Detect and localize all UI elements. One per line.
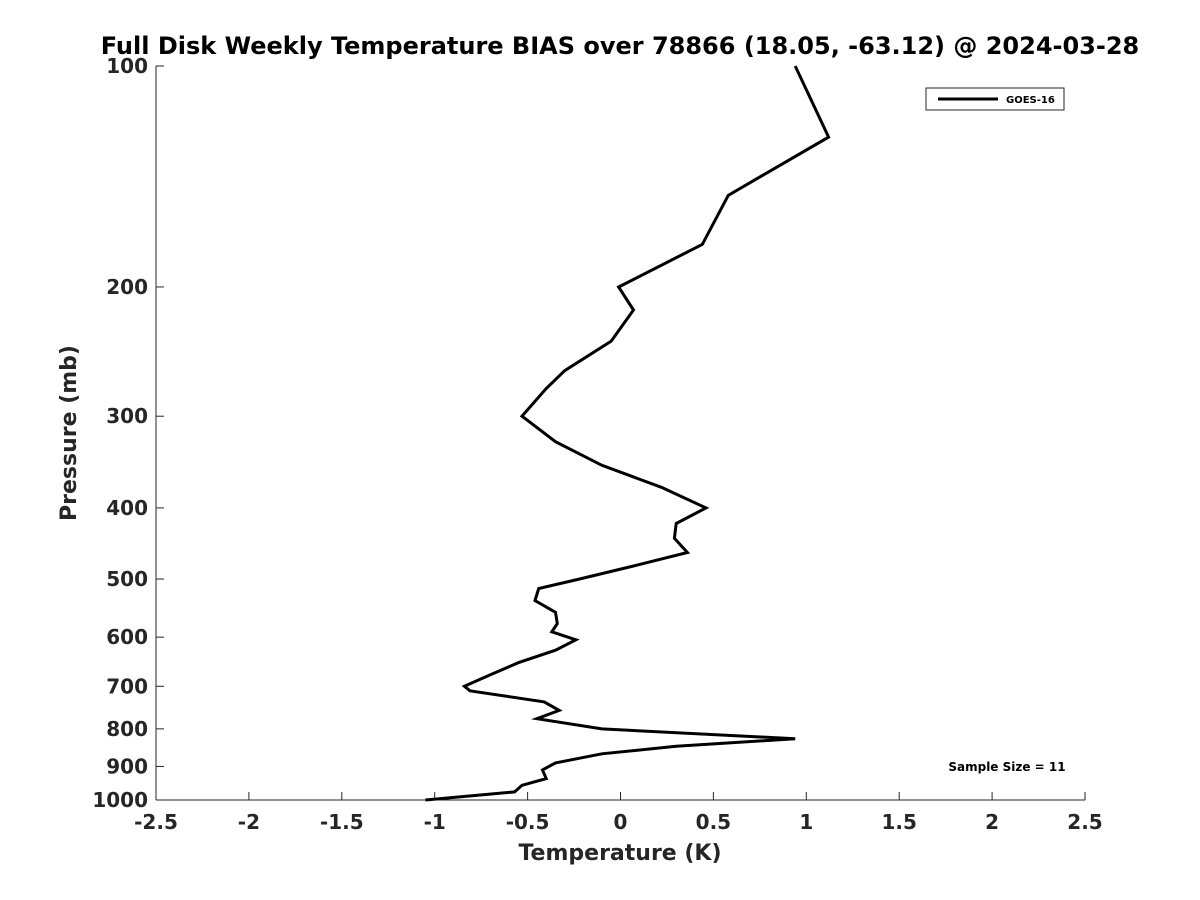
y-tick-label: 200 <box>106 275 148 299</box>
x-axis-label: Temperature (K) <box>518 841 721 866</box>
chart-title: Full Disk Weekly Temperature BIAS over 7… <box>101 32 1140 60</box>
x-tick-label: -0.5 <box>506 810 550 834</box>
y-tick-label: 100 <box>106 54 148 78</box>
x-tick-label: -1 <box>424 810 446 834</box>
x-tick-label: 2.5 <box>1067 810 1102 834</box>
legend-label: GOES-16 <box>1006 95 1055 106</box>
x-tick-label: -1.5 <box>320 810 364 834</box>
x-tick-label: 1.5 <box>881 810 916 834</box>
y-tick-label: 700 <box>106 674 148 698</box>
plot-axes <box>155 66 1085 801</box>
series-line-goes-16 <box>425 65 831 802</box>
y-tick-label: 900 <box>106 754 148 778</box>
x-tick-label: -2 <box>238 810 260 834</box>
y-axis-label: Pressure (mb) <box>57 345 82 521</box>
y-tick-label: 300 <box>106 404 148 428</box>
y-tick-label: 400 <box>106 496 148 520</box>
y-tick-label: 1000 <box>92 788 148 812</box>
x-tick-label: 1 <box>799 810 813 834</box>
series-layer <box>425 65 831 802</box>
y-tick-label: 800 <box>106 717 148 741</box>
x-tick-label: 0 <box>614 810 628 834</box>
x-tick-label: -2.5 <box>134 810 178 834</box>
y-ticks: 100 200 300 400 500 600 700 800 900 1000 <box>92 54 164 812</box>
x-tick-label: 2 <box>985 810 999 834</box>
x-ticks: -2.5 -2 -1.5 -1 -0.5 0 0.5 1 1.5 2 2.5 <box>134 792 1103 834</box>
y-tick-label: 600 <box>106 625 148 649</box>
x-tick-label: 0.5 <box>696 810 731 834</box>
legend: GOES-16 <box>925 87 1065 111</box>
y-tick-label: 500 <box>106 567 148 591</box>
sample-size-annotation: Sample Size = 11 <box>948 760 1065 774</box>
